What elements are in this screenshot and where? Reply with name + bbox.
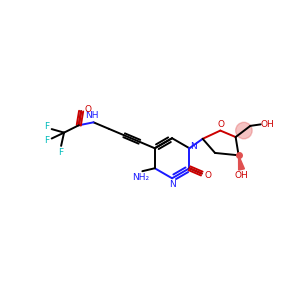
Text: O: O — [218, 120, 224, 129]
Text: O: O — [204, 170, 211, 179]
Circle shape — [236, 122, 252, 139]
Text: NH₂: NH₂ — [132, 173, 149, 182]
Text: NH: NH — [85, 111, 99, 120]
Text: F: F — [44, 136, 49, 146]
Text: OH: OH — [260, 120, 274, 129]
Text: OH: OH — [235, 171, 249, 180]
Text: F: F — [58, 148, 64, 157]
Text: N: N — [169, 180, 176, 189]
Text: O: O — [84, 105, 91, 114]
Text: F: F — [44, 122, 49, 131]
Polygon shape — [238, 155, 244, 170]
Text: N: N — [190, 142, 196, 151]
